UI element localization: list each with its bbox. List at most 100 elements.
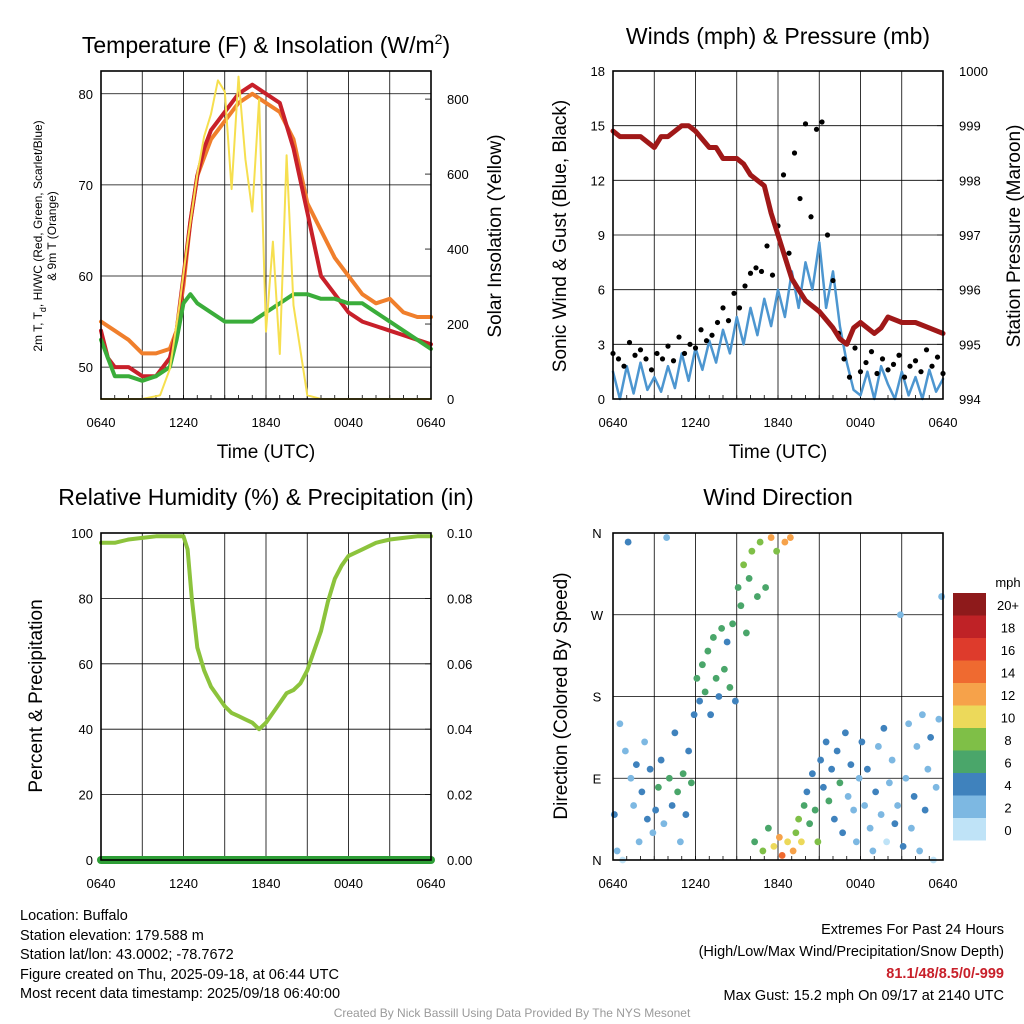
winds-black-point: [747, 270, 754, 276]
direction-point: [687, 779, 695, 787]
direction-ytick: E: [593, 771, 602, 786]
direction-point: [682, 811, 690, 818]
colorbar-swatch: [953, 638, 986, 661]
direction-point: [693, 674, 701, 682]
direction-point: [932, 783, 940, 791]
direction-point: [789, 847, 797, 855]
direction-point: [888, 756, 896, 764]
winds-ytick: 15: [591, 119, 605, 134]
extremes-subtitle: (High/Low/Max Wind/Precipitation/Snow De…: [698, 944, 1004, 960]
direction-point: [913, 743, 921, 750]
winds-black-point: [720, 305, 726, 311]
winds-black-point: [846, 374, 853, 380]
winds-black-point: [731, 290, 737, 296]
direction-point: [726, 684, 734, 691]
direction-ytick: S: [593, 690, 602, 705]
temperature-xtick: 0040: [334, 415, 363, 430]
temperature-y2label: Solar Insolation (Yellow): [485, 134, 506, 337]
winds-black-point: [890, 361, 897, 367]
winds-ytick: 18: [591, 64, 605, 79]
temperature-y2tick: 0: [447, 392, 454, 407]
winds-black-point: [923, 347, 930, 353]
direction-point: [902, 774, 910, 782]
direction-point: [715, 693, 723, 700]
winds-black-point: [742, 283, 748, 289]
colorbar-label: 8: [1004, 733, 1011, 748]
colorbar-swatch: [953, 773, 986, 796]
direction-point: [894, 802, 902, 809]
humidity-ylabel: Percent & Precipitation: [26, 599, 47, 792]
direction-xtick: 0640: [599, 876, 628, 891]
colorbar-unit: mph: [995, 575, 1020, 590]
winds-black-point: [725, 318, 732, 324]
direction-point: [905, 720, 913, 728]
winds-black-point: [863, 359, 869, 366]
direction-point: [707, 711, 715, 719]
colorbar-label: 0: [1004, 823, 1011, 838]
temperature-ylabel-line1: 2m T, Td, HI/WC (Red, Green, Scarlet/Blu…: [31, 120, 48, 351]
extremes-gust: Max Gust: 15.2 mph On 09/17 at 2140 UTC: [723, 988, 1004, 1004]
winds-black-point: [736, 305, 743, 311]
temperature-xtick: 1840: [252, 415, 281, 430]
direction-point: [910, 793, 918, 800]
direction-point: [657, 756, 665, 764]
winds-black-point: [885, 367, 891, 373]
direction-point: [869, 847, 877, 855]
direction-ylabel: Direction (Colored By Speed): [551, 572, 572, 819]
direction-point: [635, 838, 643, 846]
winds-black-point: [841, 356, 847, 362]
winds-y2tick: 996: [959, 283, 981, 298]
direction-point: [866, 824, 874, 832]
direction-point: [803, 788, 811, 796]
colorbar-swatch: [953, 818, 986, 841]
direction-point: [748, 547, 756, 555]
direction-point: [718, 624, 726, 632]
direction-point: [784, 838, 792, 846]
winds-black-point: [714, 319, 721, 326]
direction-point: [756, 538, 764, 546]
winds-black-point: [918, 369, 924, 375]
winds-black-point: [703, 338, 710, 344]
direction-point: [674, 788, 682, 796]
direction-xtick: 1240: [681, 876, 710, 891]
temperature-y2tick: 800: [447, 92, 469, 107]
winds-black-point: [786, 250, 792, 256]
direction-point: [847, 761, 855, 769]
station-latlon: Station lat/lon: 43.0002; -78.7672: [20, 947, 234, 963]
humidity-ytick: 0: [86, 853, 93, 868]
direction-point: [880, 724, 888, 732]
direction-point: [899, 842, 907, 850]
direction-point: [676, 838, 684, 846]
colorbar-swatch: [953, 705, 986, 728]
winds-black-point: [791, 150, 798, 156]
winds-black-point: [797, 195, 803, 202]
humidity-xtick: 1840: [252, 876, 281, 891]
direction-point: [764, 824, 772, 832]
temperature-ytick: 60: [79, 269, 93, 284]
winds-black-point: [643, 356, 649, 362]
direction-point: [696, 697, 704, 705]
colorbar-label: 18: [1001, 621, 1015, 636]
winds-y2tick: 998: [959, 173, 981, 188]
direction-point: [819, 783, 827, 791]
direction-point: [916, 847, 924, 855]
temperature-y2tick: 400: [447, 242, 469, 257]
direction-point: [641, 738, 649, 746]
direction-point: [806, 820, 814, 828]
humidity-ytick: 100: [71, 526, 93, 541]
temperature-frame: [100, 70, 432, 400]
temperature-title-close: ): [442, 32, 450, 58]
direction-point: [778, 852, 786, 859]
direction-point: [701, 688, 709, 696]
winds-black-point: [868, 349, 875, 355]
winds-black-point: [857, 369, 864, 375]
direction-point: [830, 815, 838, 823]
direction-xtick: 0040: [846, 876, 875, 891]
direction-point: [795, 815, 803, 823]
direction-point: [646, 765, 654, 773]
direction-point: [786, 534, 794, 541]
colorbar-swatch: [953, 795, 986, 818]
direction-point: [839, 829, 847, 837]
direction-point: [773, 547, 781, 555]
direction-point: [616, 720, 624, 728]
